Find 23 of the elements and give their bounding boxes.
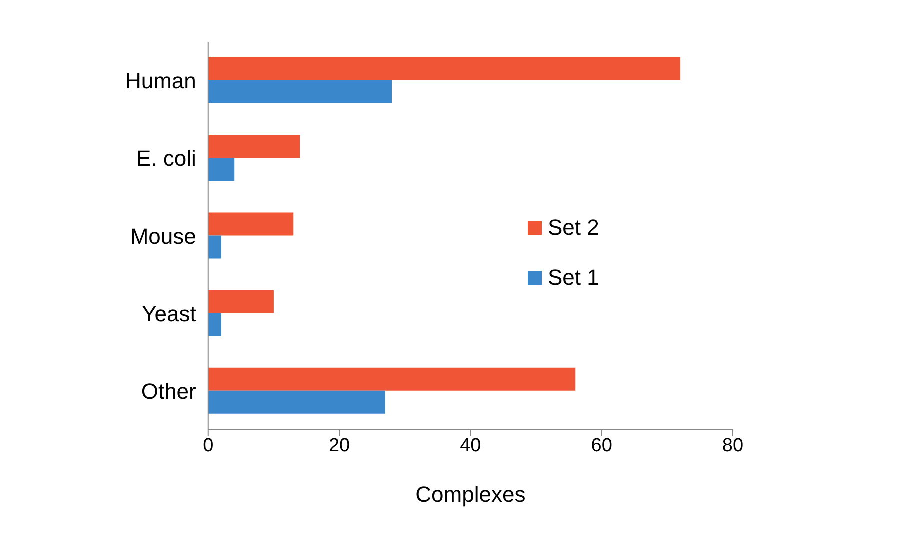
bar [208,135,300,158]
y-tick-label: Mouse [130,224,196,249]
x-tick-label: 80 [722,435,744,456]
legend-label: Set 2 [548,215,600,241]
x-tick-label: 40 [460,435,482,456]
y-tick-label: E. coli [136,146,196,172]
bar [208,290,274,314]
legend-label: Set 1 [548,265,600,291]
x-axis-title: Complexes [416,482,526,507]
y-tick-label: Yeast [142,301,196,326]
bar [208,158,235,182]
bar [208,236,222,259]
bar [208,212,294,236]
bar [208,80,392,104]
x-tick-label: 20 [328,435,350,456]
bar [208,390,386,414]
y-tick-label: Human [125,68,196,94]
bar [208,368,576,391]
x-tick-label: 0 [203,435,214,456]
y-tick-label: Other [141,379,196,404]
bar [208,58,681,81]
bar [208,313,222,336]
x-tick-label: 60 [591,435,612,456]
